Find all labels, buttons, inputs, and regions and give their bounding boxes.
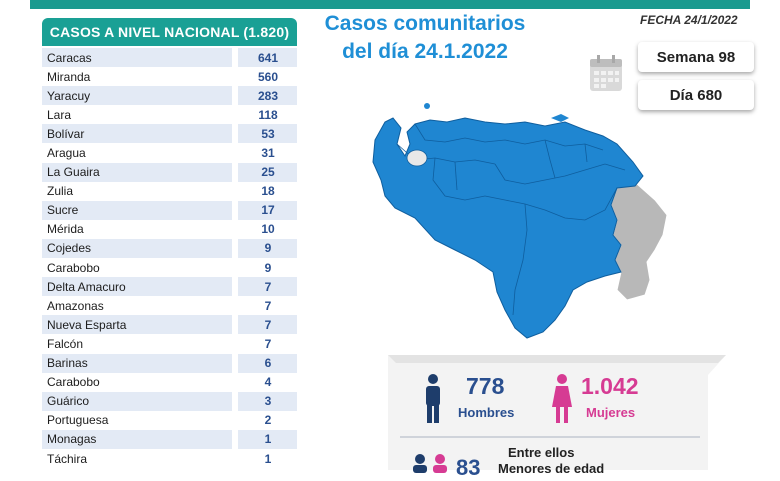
state-rows: Caracas 641 Miranda 560 Yaracuy 283 Lara 118 Bol… xyxy=(42,48,297,469)
table-row: Carabobo 9 xyxy=(42,258,297,278)
state-name: Lara xyxy=(42,105,232,125)
state-cases: 53 xyxy=(238,124,297,144)
state-cases: 9 xyxy=(238,258,297,278)
male-icon xyxy=(426,374,440,423)
state-cases: 25 xyxy=(238,162,297,182)
table-row: Miranda 560 xyxy=(42,67,297,87)
state-cases: 3 xyxy=(238,391,297,411)
table-title: CASOS A NIVEL NACIONAL (1.820) xyxy=(42,18,297,46)
table-row: Mérida 10 xyxy=(42,219,297,239)
state-name: Bolívar xyxy=(42,124,232,144)
page-title: Casos comunitarios del día 24.1.2022 xyxy=(300,10,550,66)
state-name: Falcón xyxy=(42,334,232,354)
state-name: Delta Amacuro xyxy=(42,277,232,297)
state-cases: 31 xyxy=(238,143,297,163)
table-row: Guárico 3 xyxy=(42,391,297,411)
margarita-island xyxy=(551,114,569,122)
state-cases: 10 xyxy=(238,219,297,239)
state-name: Nueva Esparta xyxy=(42,315,232,335)
female-icon xyxy=(552,374,572,423)
table-row: Amazonas 7 xyxy=(42,296,297,316)
state-cases: 17 xyxy=(238,200,297,220)
state-name: Cojedes xyxy=(42,238,232,259)
male-count: 778 xyxy=(466,373,505,399)
state-name: Barinas xyxy=(42,353,232,373)
table-row: Carabobo 4 xyxy=(42,372,297,392)
table-row: Cojedes 9 xyxy=(42,238,297,259)
state-cases: 560 xyxy=(238,67,297,87)
national-cases-table: CASOS A NIVEL NACIONAL (1.820) Caracas 64… xyxy=(42,18,297,470)
state-cases: 9 xyxy=(238,238,297,259)
table-row: Barinas 6 xyxy=(42,353,297,373)
table-row: Yaracuy 283 xyxy=(42,86,297,106)
state-cases: 7 xyxy=(238,296,297,316)
state-name: Mérida xyxy=(42,219,232,239)
table-row: Lara 118 xyxy=(42,105,297,125)
male-label: Hombres xyxy=(458,405,515,420)
table-row: Zulia 18 xyxy=(42,181,297,201)
state-name: Miranda xyxy=(42,67,232,87)
state-name: Portuguesa xyxy=(42,410,232,430)
card-divider xyxy=(400,436,700,438)
minors-icon xyxy=(413,454,447,473)
state-name: Caracas xyxy=(42,48,232,68)
state-cases: 118 xyxy=(238,105,297,125)
state-cases: 1 xyxy=(238,429,297,449)
calendar-icon xyxy=(590,55,622,91)
state-name: Carabobo xyxy=(42,372,232,392)
state-cases: 1 xyxy=(238,448,297,469)
state-name: Yaracuy xyxy=(42,86,232,106)
state-name: Amazonas xyxy=(42,296,232,316)
state-name: Monagas xyxy=(42,429,232,449)
state-cases: 4 xyxy=(238,372,297,392)
state-cases: 18 xyxy=(238,181,297,201)
table-row: Monagas 1 xyxy=(42,429,297,449)
venezuela-map xyxy=(372,103,668,339)
day-badge: Día 680 xyxy=(638,80,754,110)
female-count: 1.042 xyxy=(581,373,639,399)
among-them-label: Entre ellos xyxy=(508,445,575,460)
state-cases: 7 xyxy=(238,334,297,354)
table-row: Falcón 7 xyxy=(42,334,297,354)
title-line-2: del día 24.1.2022 xyxy=(342,40,508,63)
top-banner-strip xyxy=(30,0,750,9)
state-name: Aragua xyxy=(42,143,232,163)
lake-maracaibo xyxy=(406,149,428,167)
table-row: Delta Amacuro 7 xyxy=(42,277,297,297)
state-name: Zulia xyxy=(42,181,232,201)
state-name: Guárico xyxy=(42,391,232,411)
state-name: La Guaira xyxy=(42,162,232,182)
table-row: Táchira 1 xyxy=(42,448,297,469)
state-cases: 7 xyxy=(238,277,297,297)
title-line-1: Casos comunitarios xyxy=(324,12,526,35)
minors-label: Menores de edad xyxy=(498,461,605,476)
state-cases: 7 xyxy=(238,315,297,335)
table-row: Portuguesa 2 xyxy=(42,410,297,430)
table-row: Nueva Esparta 7 xyxy=(42,315,297,335)
date-label: FECHA 24/1/2022 xyxy=(640,13,738,27)
table-row: Bolívar 53 xyxy=(42,124,297,144)
week-badge: Semana 98 xyxy=(638,42,754,72)
state-cases: 2 xyxy=(238,410,297,430)
minors-count: 83 xyxy=(456,455,481,480)
table-row: La Guaira 25 xyxy=(42,162,297,182)
table-row: Caracas 641 xyxy=(42,48,297,68)
demographics-card: 778 Hombres 1.042 Mujeres Entre ellos Me… xyxy=(388,355,726,480)
esequibo-region xyxy=(610,183,668,301)
state-name: Carabobo xyxy=(42,258,232,278)
state-name: Táchira xyxy=(42,448,232,469)
state-cases: 641 xyxy=(238,48,297,68)
female-label: Mujeres xyxy=(586,405,636,420)
state-cases: 6 xyxy=(238,353,297,373)
state-cases: 283 xyxy=(238,86,297,106)
table-row: Sucre 17 xyxy=(42,200,297,220)
table-row: Aragua 31 xyxy=(42,143,297,163)
state-name: Sucre xyxy=(42,200,232,220)
